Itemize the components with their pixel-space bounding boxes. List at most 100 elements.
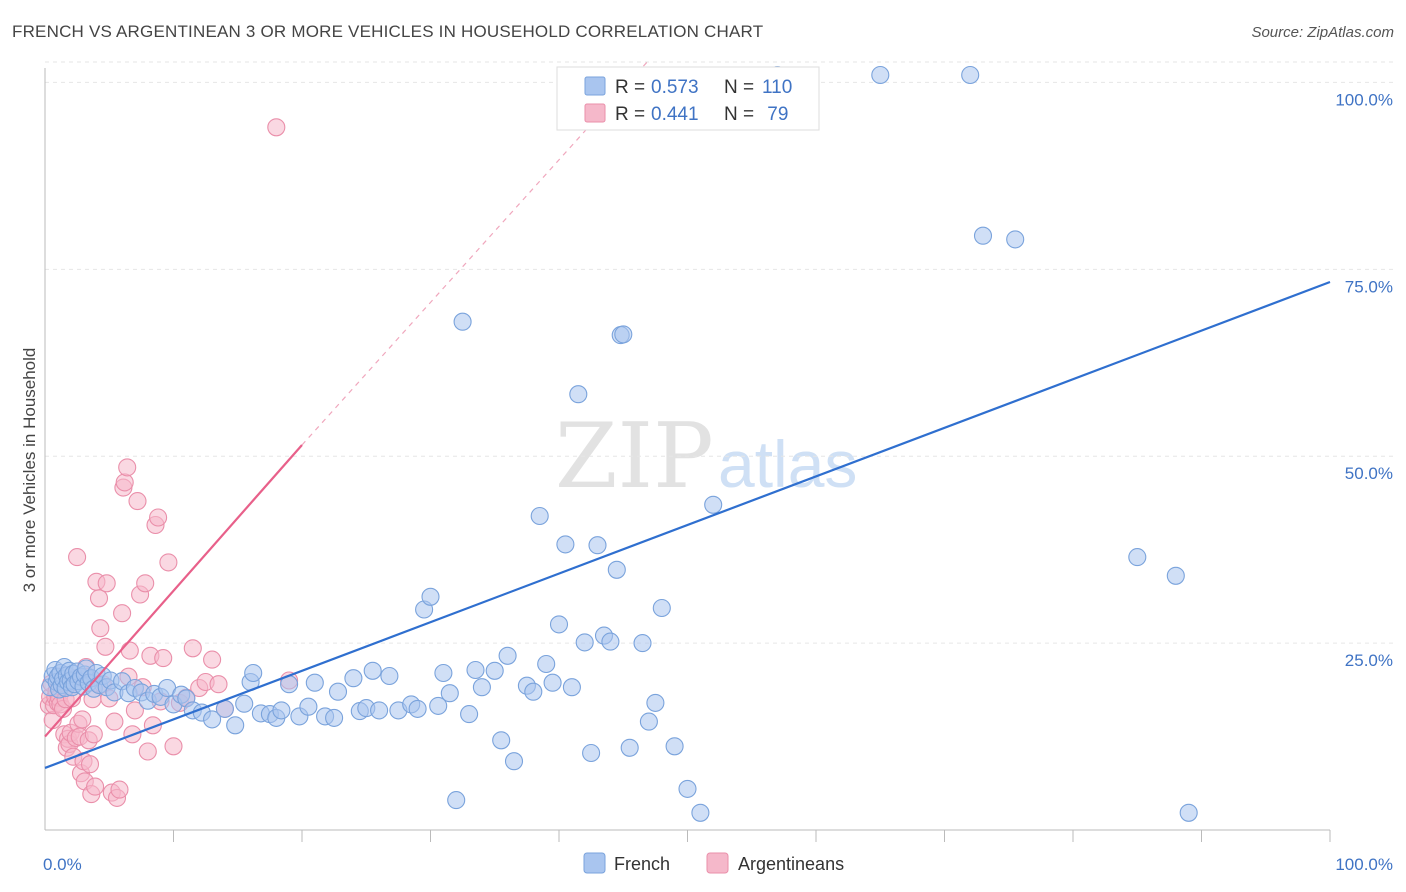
french-point-99	[601, 632, 620, 651]
french-point-75	[434, 663, 453, 683]
french-point-94	[569, 385, 588, 404]
french-point-78	[453, 312, 472, 331]
french-point-46	[203, 710, 222, 729]
french-point-83	[492, 731, 511, 750]
french-point-63	[344, 669, 363, 688]
legend-french-n-value: 110	[762, 77, 792, 98]
legend-french-r-label: R =	[615, 77, 645, 98]
french-point-97	[588, 536, 607, 555]
french-point-71	[408, 699, 427, 718]
argentineans-point-66	[154, 649, 173, 668]
argentineans-point-71	[183, 639, 202, 658]
french-point-103	[620, 738, 639, 757]
french-point-76	[440, 684, 459, 703]
legend-arg-r-label: R =	[615, 104, 645, 125]
french-point-59	[305, 673, 324, 692]
french-point-110	[691, 803, 710, 822]
argentineans-point-36	[86, 777, 105, 796]
watermark-atlas: atlas	[718, 427, 857, 501]
french-point-68	[380, 666, 399, 686]
french-point-55	[272, 701, 291, 720]
argentineans-point-53	[120, 641, 139, 660]
argentineans-point-41	[96, 637, 115, 656]
french-point-92	[556, 535, 575, 554]
french-point-115	[973, 226, 993, 245]
french-point-116	[1006, 230, 1025, 249]
argentineans-point-55	[125, 701, 144, 720]
french-point-93	[562, 678, 581, 697]
french-point-104	[633, 634, 652, 653]
y-tick-label-25: 25.0%	[1345, 651, 1393, 670]
argentineans-point-47	[110, 780, 129, 799]
bottom-legend-french-swatch	[583, 852, 606, 874]
french-point-105	[639, 712, 658, 731]
french-point-77	[447, 791, 466, 810]
x-tick-label-min: 0.0%	[43, 855, 82, 874]
french-point-89	[537, 654, 556, 674]
bottom-legend-argentineans-label: Argentineans	[738, 854, 844, 874]
argentineans-point-59	[136, 574, 155, 593]
argentineans-point-39	[91, 619, 110, 638]
argentineans-point-51	[118, 458, 137, 477]
french-point-67	[370, 701, 389, 720]
source-credit: Source: ZipAtlas.com	[1251, 24, 1394, 41]
argentineans-point-42	[97, 574, 116, 593]
french-point-108	[665, 737, 684, 756]
french-point-96	[582, 743, 601, 763]
series-legend: French Argentineans	[583, 852, 844, 874]
french-point-84	[498, 646, 517, 665]
gridlines	[45, 61, 1393, 644]
y-tick-label-50: 50.0%	[1345, 464, 1393, 483]
french-point-82	[485, 661, 504, 680]
argentineans-point-75	[209, 675, 228, 694]
argentineans-point-68	[164, 737, 183, 756]
french-point-48	[226, 716, 245, 735]
french-point-51	[244, 663, 263, 683]
french-point-87	[524, 682, 543, 701]
chart-title: FRENCH VS ARGENTINEAN 3 OR MORE VEHICLES…	[12, 22, 764, 41]
x-tick-label-max: 100.0%	[1335, 855, 1393, 874]
french-point-74	[429, 696, 448, 715]
french-point-58	[299, 697, 318, 716]
watermark-zip: ZIP	[555, 404, 714, 509]
legend-argentineans-swatch	[584, 103, 606, 123]
legend-arg-n-label: N =	[724, 104, 754, 125]
french-point-80	[466, 660, 485, 680]
argentineans-point-56	[128, 492, 147, 511]
argentineans-point-48	[113, 604, 132, 623]
argentineans-point-32	[80, 755, 100, 774]
french-point-81	[472, 678, 491, 697]
argentineans-point-50	[115, 473, 134, 492]
french-point-85	[504, 752, 524, 771]
french-point-114	[961, 65, 980, 85]
argentineans-point-77	[267, 118, 286, 137]
argentineans-point-74	[203, 650, 222, 669]
french-point-106	[646, 693, 665, 712]
legend-french-swatch	[584, 76, 606, 96]
french-point-117	[1128, 548, 1147, 567]
argentineans-point-64	[149, 508, 168, 527]
french-point-95	[575, 633, 594, 652]
x-axis-ticks	[173, 830, 1331, 842]
y-axis-ticks: 25.0% 50.0% 75.0% 100.0%	[1335, 90, 1393, 670]
french-point-88	[530, 506, 549, 526]
y-tick-label-100: 100.0%	[1335, 90, 1393, 109]
french-point-49	[235, 694, 254, 713]
french-point-102	[614, 325, 633, 344]
french-point-61	[325, 708, 344, 727]
french-points	[41, 65, 1198, 822]
argentineans-point-38	[89, 589, 109, 608]
french-point-62	[328, 682, 348, 701]
french-point-118	[1166, 566, 1185, 585]
french-trend-line	[44, 281, 1331, 769]
french-point-119	[1179, 803, 1198, 822]
bottom-legend-argentineans-swatch	[706, 852, 729, 874]
french-point-109	[678, 779, 697, 798]
french-point-111	[704, 495, 723, 514]
legend-arg-n-value: 79	[762, 104, 788, 125]
french-point-79	[460, 705, 479, 724]
bottom-legend-french-label: French	[614, 854, 670, 874]
french-point-91	[549, 615, 569, 634]
correlation-legend: R = 0.573 N = 110 R = 0.441 N = 79	[556, 66, 820, 131]
